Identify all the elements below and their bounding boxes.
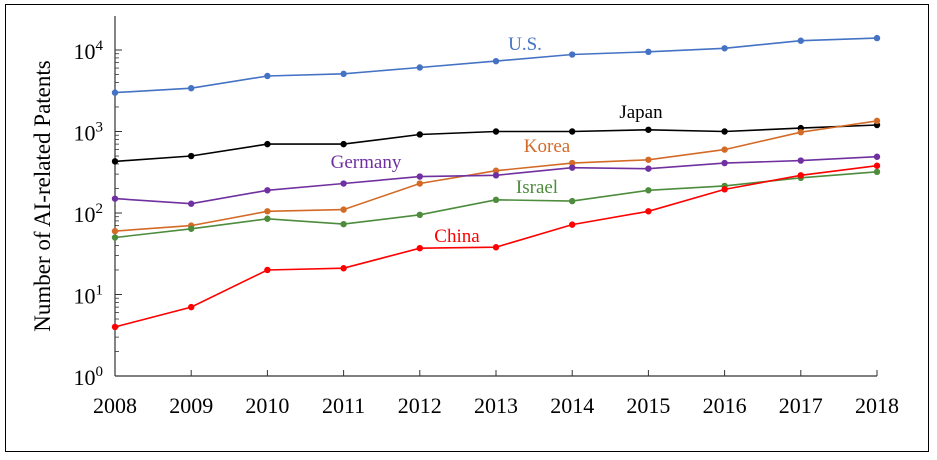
data-point-china [492, 244, 500, 251]
data-point-germany [721, 159, 728, 167]
data-point-japan [188, 152, 195, 160]
data-point-china [797, 172, 804, 179]
data-point-israel [264, 215, 271, 222]
data-point-japan [721, 128, 728, 135]
series-line-u-s [114, 37, 878, 94]
data-point-u-s [721, 45, 728, 52]
series-label-japan: Japan [619, 102, 663, 123]
series-label-germany: Germany [331, 152, 402, 173]
data-point-japan [645, 126, 652, 133]
data-point-china [873, 162, 881, 169]
data-point-u-s [340, 70, 347, 78]
data-point-germany [492, 172, 500, 179]
data-point-china [111, 323, 119, 331]
x-tick-label: 2016 [703, 393, 747, 418]
data-point-china [264, 266, 271, 274]
data-point-u-s [492, 57, 500, 65]
data-point-u-s [873, 34, 881, 42]
data-point-korea [492, 167, 500, 174]
series-label-china: China [434, 226, 480, 247]
data-point-korea [645, 156, 652, 163]
x-tick-label: 2014 [550, 393, 594, 418]
y-axis-label: Number of AI-related Patents [30, 60, 55, 331]
data-point-israel [111, 234, 119, 241]
data-point-japan [111, 158, 119, 165]
data-point-u-s [416, 64, 423, 71]
data-point-germany [416, 173, 423, 180]
data-point-germany [797, 157, 804, 164]
data-point-israel [492, 196, 500, 204]
data-point-korea [264, 208, 271, 215]
data-point-israel [416, 211, 423, 219]
data-point-israel [188, 225, 195, 232]
series-label-israel: Israel [516, 177, 558, 198]
x-tick-label: 2013 [474, 393, 518, 418]
y-tick-label: 101 [74, 283, 104, 309]
data-point-u-s [264, 72, 271, 80]
data-point-korea [340, 206, 347, 213]
data-point-china [416, 244, 423, 252]
data-point-germany [873, 153, 881, 160]
data-point-japan [264, 140, 271, 148]
data-point-germany [264, 187, 271, 194]
data-point-korea [873, 117, 881, 125]
data-point-u-s [569, 51, 576, 58]
data-point-israel [569, 197, 576, 205]
data-point-germany [569, 164, 576, 171]
data-point-u-s [645, 48, 652, 56]
data-point-u-s [797, 37, 804, 44]
data-point-china [188, 303, 195, 311]
x-tick-label: 2018 [855, 393, 899, 418]
y-tick-label: 102 [74, 201, 104, 227]
data-point-japan [569, 128, 576, 135]
x-tick-label: 2010 [245, 393, 289, 418]
data-point-korea [797, 129, 804, 136]
data-point-china [569, 221, 576, 228]
y-tick-label: 104 [74, 38, 104, 64]
data-point-japan [492, 128, 500, 135]
data-point-u-s [111, 89, 119, 96]
data-point-japan [340, 140, 347, 148]
data-point-u-s [188, 84, 195, 92]
data-point-korea [569, 159, 576, 167]
data-point-korea [721, 146, 728, 153]
data-point-korea [416, 180, 423, 187]
data-point-israel [340, 220, 347, 228]
x-tick-label: 2015 [626, 393, 670, 418]
x-tick-label: 2011 [322, 393, 365, 418]
series-label-korea: Korea [524, 136, 571, 157]
data-point-china [645, 208, 652, 215]
data-point-germany [340, 180, 347, 187]
data-point-japan [416, 131, 423, 138]
x-tick-label: 2017 [779, 393, 823, 418]
y-tick-label: 103 [74, 120, 104, 146]
data-point-korea [111, 227, 119, 235]
data-point-china [340, 265, 347, 272]
y-tick-label: 100 [74, 364, 104, 390]
data-point-germany [188, 200, 195, 207]
x-tick-label: 2012 [398, 393, 442, 418]
data-point-israel [873, 168, 881, 176]
data-point-germany [645, 165, 652, 172]
data-point-israel [645, 187, 652, 194]
data-point-china [721, 186, 728, 193]
series-label-u-s: U.S. [508, 34, 542, 55]
data-point-germany [111, 195, 119, 202]
x-tick-label: 2009 [169, 393, 213, 418]
x-tick-label: 2008 [93, 393, 137, 418]
